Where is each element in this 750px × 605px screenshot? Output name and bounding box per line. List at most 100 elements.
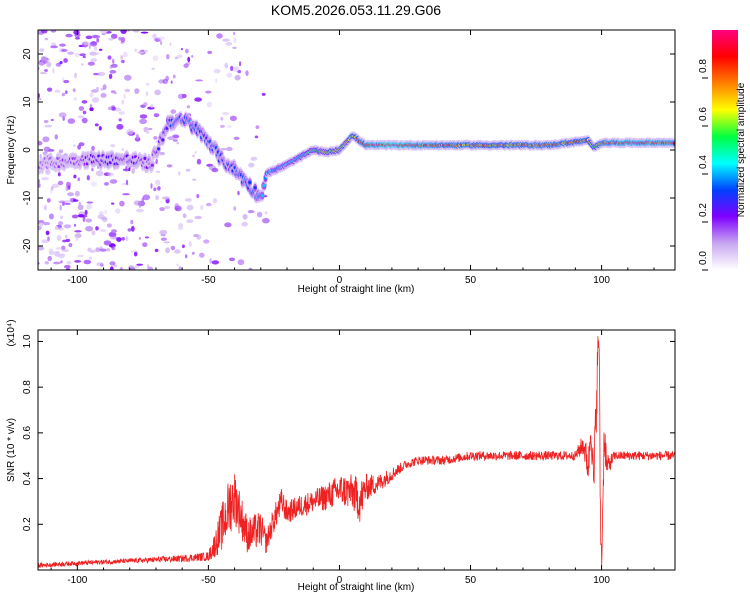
spectrogram-noise-blob [122, 193, 130, 196]
spectrogram-ridge-core [248, 180, 252, 184]
spectrogram-noise-blob [64, 264, 71, 269]
spectrogram-noise-blob [104, 182, 109, 186]
spectrogram-noise-blob [144, 236, 149, 239]
y-tick-label: 0 [22, 147, 33, 153]
spectrogram-noise-blob [50, 118, 54, 122]
spectrogram-noise-blob [196, 158, 202, 165]
spectrogram-noise-blob [113, 91, 117, 95]
spectrogram-noise-blob [96, 38, 100, 43]
x-tick-label: 100 [593, 275, 610, 286]
y-tick-label: -10 [22, 190, 33, 205]
figure-title: KOM5.2026.053.11.29.G06 [271, 2, 441, 18]
snr-frame [37, 329, 676, 571]
spectrogram-noise-blob [182, 213, 187, 219]
spectrogram-noise-blob [44, 261, 49, 265]
spectrogram-noise-blob [176, 263, 180, 267]
spectrogram-noise-blob [239, 61, 242, 67]
spectrogram-noise-blob [62, 239, 67, 243]
spectrogram-noise-blob [233, 31, 236, 36]
spectrogram-noise-blob [42, 136, 50, 143]
spectrogram-noise-blob [120, 55, 123, 60]
spectrogram-noise-blob [50, 30, 57, 33]
spectrogram-noise-blob [176, 141, 179, 145]
spectrogram-noise-blob [58, 149, 64, 154]
spectrogram-noise-blob [159, 151, 166, 156]
spectrogram-noise-blob [187, 56, 191, 63]
spectrogram-noise-blob [109, 236, 116, 240]
spectrogram-noise-blob [153, 187, 157, 192]
spectrogram-noise-blob [256, 211, 263, 218]
spectrogram-noise-blob [83, 259, 92, 265]
spectrogram-noise-blob [73, 198, 76, 202]
spectrogram-noise-blob [74, 190, 80, 197]
spectrogram-noise-blob [181, 244, 185, 249]
spectrogram-noise-blob [38, 59, 46, 66]
spectrogram-noise-blob [39, 72, 48, 75]
spectrogram-noise-blob [44, 37, 49, 41]
spectrogram-noise-blob [220, 124, 225, 128]
colorbar-scale [712, 30, 738, 270]
spectrogram-noise-blob [165, 247, 170, 254]
spectrogram-noise-blob [45, 230, 50, 236]
spectrogram-noise-blob [170, 80, 173, 84]
spectrogram-noise-blob [64, 202, 71, 205]
spectrogram-noise-blob [172, 139, 178, 142]
spectrogram-noise-blob [67, 192, 74, 197]
spectrogram-noise-blob [44, 69, 48, 72]
spectrogram-noise-blob [74, 230, 82, 233]
colorbar-tick-label: 0.4 [698, 155, 709, 169]
spectrogram-noise-blob [225, 41, 233, 46]
spectrogram-noise-blob [194, 151, 198, 154]
spectrogram-noise-blob [89, 51, 98, 56]
spectrogram-noise-blob [229, 257, 235, 262]
spectrogram-noise-blob [65, 238, 71, 243]
spectrogram-noise-blob [81, 100, 88, 104]
y-tick-label: -20 [22, 238, 33, 253]
spectrogram-noise-blob [54, 134, 58, 140]
spectrogram-noise-blob [101, 217, 107, 220]
spectrogram-noise-blob [207, 50, 213, 55]
x-tick-label: -100 [67, 575, 87, 586]
spectrogram-noise-blob [227, 124, 232, 129]
spectrogram-noise-blob [177, 93, 185, 100]
spectrogram-x-axis: -100 -50 0 50 100 [50, 30, 655, 286]
spectrogram-noise-blob [87, 61, 95, 66]
spectrogram-noise-blob [74, 260, 82, 263]
spectrogram-noise-blob [250, 156, 258, 161]
spectrogram-noise-blob [200, 204, 204, 211]
spectrogram-noise-blob [167, 136, 175, 141]
spectrogram-noise-blob [155, 179, 161, 186]
spectrogram-noise-blob [89, 107, 94, 112]
spectrogram-noise-blob [155, 158, 158, 164]
spectrogram-noise-blob [194, 97, 202, 102]
spectrogram-noise-blob [195, 79, 204, 82]
y-tick-label: 10 [22, 96, 33, 108]
spectrogram-noise-blob [186, 219, 194, 224]
spectrogram-noise-blob [118, 111, 125, 115]
spectrogram-noise-blob [38, 179, 41, 184]
spectrogram-noise-blob [220, 117, 224, 121]
spectrogram-noise-blob [152, 33, 157, 39]
spectrogram-noise-blob [237, 70, 242, 74]
spectrogram-noise-blob [57, 172, 61, 177]
spectrogram-ridge-core [157, 147, 161, 151]
spectrogram-ridge-core [143, 156, 147, 160]
spectrogram-noise-blob [226, 72, 233, 78]
spectrogram-noise-blob [103, 240, 112, 246]
spectrogram-noise-blob [255, 125, 260, 129]
spectrogram-noise-blob [41, 56, 47, 61]
spectrogram-noise-blob [136, 208, 144, 213]
spectrogram-noise-blob [111, 106, 116, 111]
spectrogram-noise-blob [77, 177, 81, 182]
spectrogram-ridge-core [262, 183, 267, 188]
spectrogram-noise-blob [119, 200, 125, 207]
spectrogram-noise-blob [42, 221, 51, 226]
spectrogram-noise-blob [59, 204, 62, 211]
spectrogram-noise-blob [75, 37, 80, 40]
spectrogram-noise-blob [169, 42, 172, 46]
spectrogram-noise-blob [118, 118, 122, 122]
spectrogram-noise-blob [126, 179, 128, 186]
spectrogram-noise-blob [59, 61, 63, 64]
spectrogram-noise-blob [85, 218, 93, 223]
spectrogram-noise-blob [209, 257, 212, 264]
